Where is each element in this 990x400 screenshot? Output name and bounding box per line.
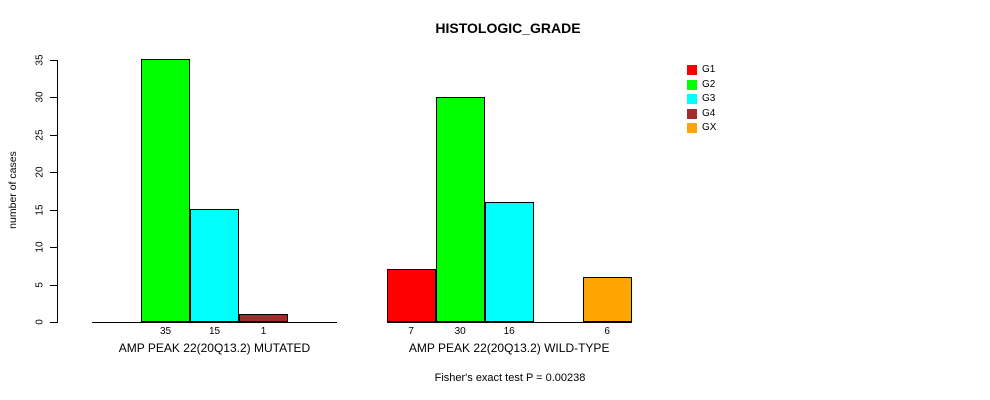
chart-title: HISTOLOGIC_GRADE [435,20,581,36]
annotation-text: Fisher's exact test P = 0.00238 [434,372,586,384]
y-axis-tick [50,284,57,286]
y-axis-tick [50,59,57,61]
y-axis-tick-label: 0 [34,319,46,325]
y-axis-tick-label: 20 [34,166,46,178]
bar-g4 [239,314,288,322]
legend-item-label: G3 [702,93,716,105]
y-axis-tick-label: 30 [34,91,46,103]
legend-item: G3 [687,93,716,105]
y-axis-tick-label: 15 [34,203,46,216]
legend-item-label: GX [702,122,717,134]
y-axis-tick-label: 10 [34,241,46,253]
y-axis-tick [50,322,57,323]
bar-value-label: 15 [208,326,221,337]
legend-item-label: G1 [702,64,716,75]
legend-swatch-g3 [687,94,697,105]
legend-item: GX [687,122,717,134]
group-label: AMP PEAK 22(20Q13.2) MUTATED [118,341,311,355]
y-axis-tick-label: 25 [34,128,46,141]
legend-item-label: G2 [702,78,716,90]
x-axis-baseline [386,322,632,323]
bar-value-label: 1 [260,326,267,337]
y-axis-tick [50,97,57,98]
legend-swatch-gx [687,123,697,134]
bar-value-label: 6 [604,326,610,337]
bar-value-label: 30 [454,326,466,337]
y-axis-tick [50,247,57,248]
y-axis-tick [50,209,57,211]
legend-item: G1 [687,65,716,75]
legend-swatch-g4 [687,108,697,119]
legend-swatch-g2 [687,79,697,90]
bar-value-label: 7 [408,326,414,337]
bar-g1 [386,269,436,322]
x-axis-baseline [92,322,337,323]
y-axis-label: number of cases [7,151,19,229]
bar-g3 [484,202,534,322]
legend-item: G4 [687,107,716,119]
y-axis-tick [50,172,57,173]
y-axis-tick-label: 35 [34,53,46,66]
legend: G1 G2 G3 G4 GX [687,65,716,138]
group-label: AMP PEAK 22(20Q13.2) WILD-TYPE [408,341,610,355]
y-axis-tick [50,134,57,136]
bar-g2 [435,97,485,322]
y-axis-line [57,59,58,323]
legend-swatch-g1 [687,65,697,75]
y-axis-tick-label: 5 [34,281,46,288]
bar-g2 [141,59,190,322]
bar-g3 [190,209,239,322]
bar-value-label: 35 [159,326,172,337]
legend-item-label: G4 [702,107,716,119]
legend-item: G2 [687,78,716,90]
bar-value-label: 16 [503,326,515,337]
bar-gx [582,277,632,322]
